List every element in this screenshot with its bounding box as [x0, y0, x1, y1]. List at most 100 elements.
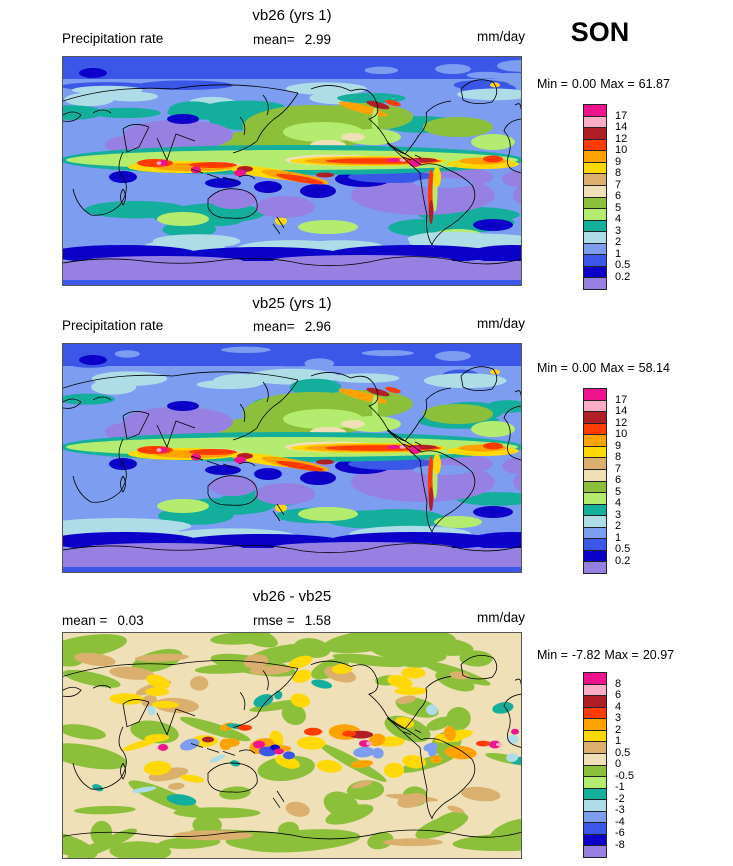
panel3-rmse-value: 1.58 [304, 613, 331, 628]
colorbar-tick-label: 1 [615, 247, 622, 260]
colorbar-swatch [584, 550, 606, 563]
colorbar-swatch [584, 400, 606, 413]
colorbar-swatch [584, 209, 606, 221]
colorbar-tick-labels: 8 6 4 3 2 1 0.5 0 -0.5 -1 -2 -3 -4 -6 -8 [615, 677, 634, 852]
colorbar-swatches [583, 104, 607, 290]
panel1-max-value: 61.87 [638, 77, 670, 91]
panel3-colorbar: 8 6 4 3 2 1 0.5 0 -0.5 -1 -2 -3 -4 -6 -8 [583, 672, 663, 858]
panel1-min-value: 0.00 [571, 77, 597, 91]
panel1-variable-label: Precipitation rate [62, 31, 164, 46]
panel3-mean-stat: mean = 0.03 [62, 613, 144, 628]
colorbar-tick-label: -1 [615, 781, 625, 794]
panel2-max-label: Max = [600, 361, 635, 375]
colorbar-tick-label: -6 [615, 827, 625, 840]
colorbar-swatch [584, 834, 606, 847]
colorbar-swatch [584, 412, 606, 424]
precip-map-vb26 [63, 57, 521, 285]
colorbar-tick-label: 8 [615, 451, 622, 464]
colorbar-tick-label: 4 [615, 497, 622, 510]
colorbar-tick-label: -0.5 [615, 769, 634, 782]
colorbar-swatch [584, 278, 606, 289]
colorbar-swatch [584, 185, 606, 198]
colorbar-swatch [584, 811, 606, 824]
colorbar-swatch [584, 243, 606, 256]
colorbar-tick-label: -8 [615, 838, 625, 851]
panel1-mean-value: 2.99 [304, 32, 331, 47]
colorbar-swatch [584, 493, 606, 505]
colorbar-tick-label: -2 [615, 792, 625, 805]
colorbar-swatch [584, 730, 606, 743]
colorbar-swatch [584, 220, 606, 233]
colorbar-swatch [584, 504, 606, 517]
panel1-units-label: mm/day [476, 29, 525, 44]
panel1-mean-label: mean= [253, 32, 295, 47]
colorbar-tick-label: 0.2 [615, 270, 631, 283]
precip-map-vb25 [63, 344, 521, 572]
colorbar-tick-label: 2 [615, 520, 622, 533]
colorbar-tick-label: 0.5 [615, 746, 631, 759]
colorbar-tick-label: 12 [615, 132, 628, 145]
panel3-max-label: Max = [604, 648, 639, 662]
panel2-mean-label: mean= [253, 319, 295, 334]
colorbar-tick-label: 7 [615, 178, 622, 191]
panel3-map-frame [62, 632, 522, 859]
colorbar-tick-label: 3 [615, 508, 622, 521]
colorbar-tick-label: 8 [615, 167, 622, 180]
panel2-min-value: 0.00 [571, 361, 597, 375]
colorbar-tick-label: 4 [615, 700, 622, 713]
colorbar-swatch [584, 684, 606, 697]
colorbar-tick-label: 1 [615, 531, 622, 544]
panel1-title: vb26 (yrs 1) [252, 7, 332, 24]
colorbar-tick-label: 9 [615, 439, 622, 452]
colorbar-tick-label: 10 [615, 428, 628, 441]
colorbar-swatch [584, 435, 606, 447]
colorbar-tick-label: 6 [615, 689, 622, 702]
panel1-map-frame [62, 56, 522, 286]
colorbar-tick-label: 6 [615, 190, 622, 203]
panel2-mean-value: 2.96 [304, 319, 331, 334]
panel3-rmse-stat: rmse = 1.58 [63, 613, 521, 628]
panel3-mean-label: mean = [62, 613, 108, 628]
colorbar-swatch [584, 458, 606, 470]
panel2-min-label: Min = [537, 361, 568, 375]
panel1-max-label: Max = [600, 77, 635, 91]
colorbar-swatch [584, 255, 606, 267]
colorbar-swatch [584, 742, 606, 754]
colorbar-tick-labels: 17 14 12 10 9 8 7 6 5 4 3 2 1 0.5 0.2 [615, 393, 631, 568]
colorbar-swatches [583, 388, 607, 574]
panel2-variable-label: Precipitation rate [62, 318, 164, 333]
colorbar-swatch [584, 527, 606, 540]
colorbar-tick-label: 0.2 [615, 554, 631, 567]
colorbar-swatch [584, 777, 606, 789]
colorbar-swatch [584, 516, 606, 528]
colorbar-tick-label: 7 [615, 462, 622, 475]
colorbar-tick-label: 6 [615, 474, 622, 487]
panel3-title: vb26 - vb25 [252, 588, 332, 605]
colorbar-swatch [584, 389, 606, 401]
colorbar-tick-label: 14 [615, 405, 628, 418]
colorbar-tick-label: 0.5 [615, 543, 631, 556]
colorbar-tick-label: 9 [615, 155, 622, 168]
colorbar-tick-label: 17 [615, 109, 628, 122]
colorbar-tick-label: 2 [615, 236, 622, 249]
panel2-colorbar: 17 14 12 10 9 8 7 6 5 4 3 2 1 0.5 0.2 [583, 388, 663, 574]
colorbar-swatch [584, 174, 606, 186]
colorbar-swatch [584, 562, 606, 573]
colorbar-swatch [584, 116, 606, 129]
colorbar-tick-label: 3 [615, 224, 622, 237]
colorbar-tick-label: -4 [615, 815, 625, 828]
colorbar-swatch [584, 162, 606, 175]
panel2-units-label: mm/day [476, 316, 525, 331]
colorbar-tick-label: -3 [615, 804, 625, 817]
colorbar-swatch [584, 823, 606, 835]
colorbar-tick-labels: 17 14 12 10 9 8 7 6 5 4 3 2 1 0.5 0.2 [615, 109, 631, 284]
colorbar-tick-label: 0 [615, 758, 622, 771]
colorbar-swatch [584, 753, 606, 766]
colorbar-tick-label: 3 [615, 712, 622, 725]
colorbar-tick-label: 8 [615, 677, 622, 690]
colorbar-swatch [584, 846, 606, 857]
colorbar-tick-label: 17 [615, 393, 628, 406]
colorbar-tick-label: 4 [615, 213, 622, 226]
panel1-mean-stat: mean= 2.99 [63, 32, 521, 47]
